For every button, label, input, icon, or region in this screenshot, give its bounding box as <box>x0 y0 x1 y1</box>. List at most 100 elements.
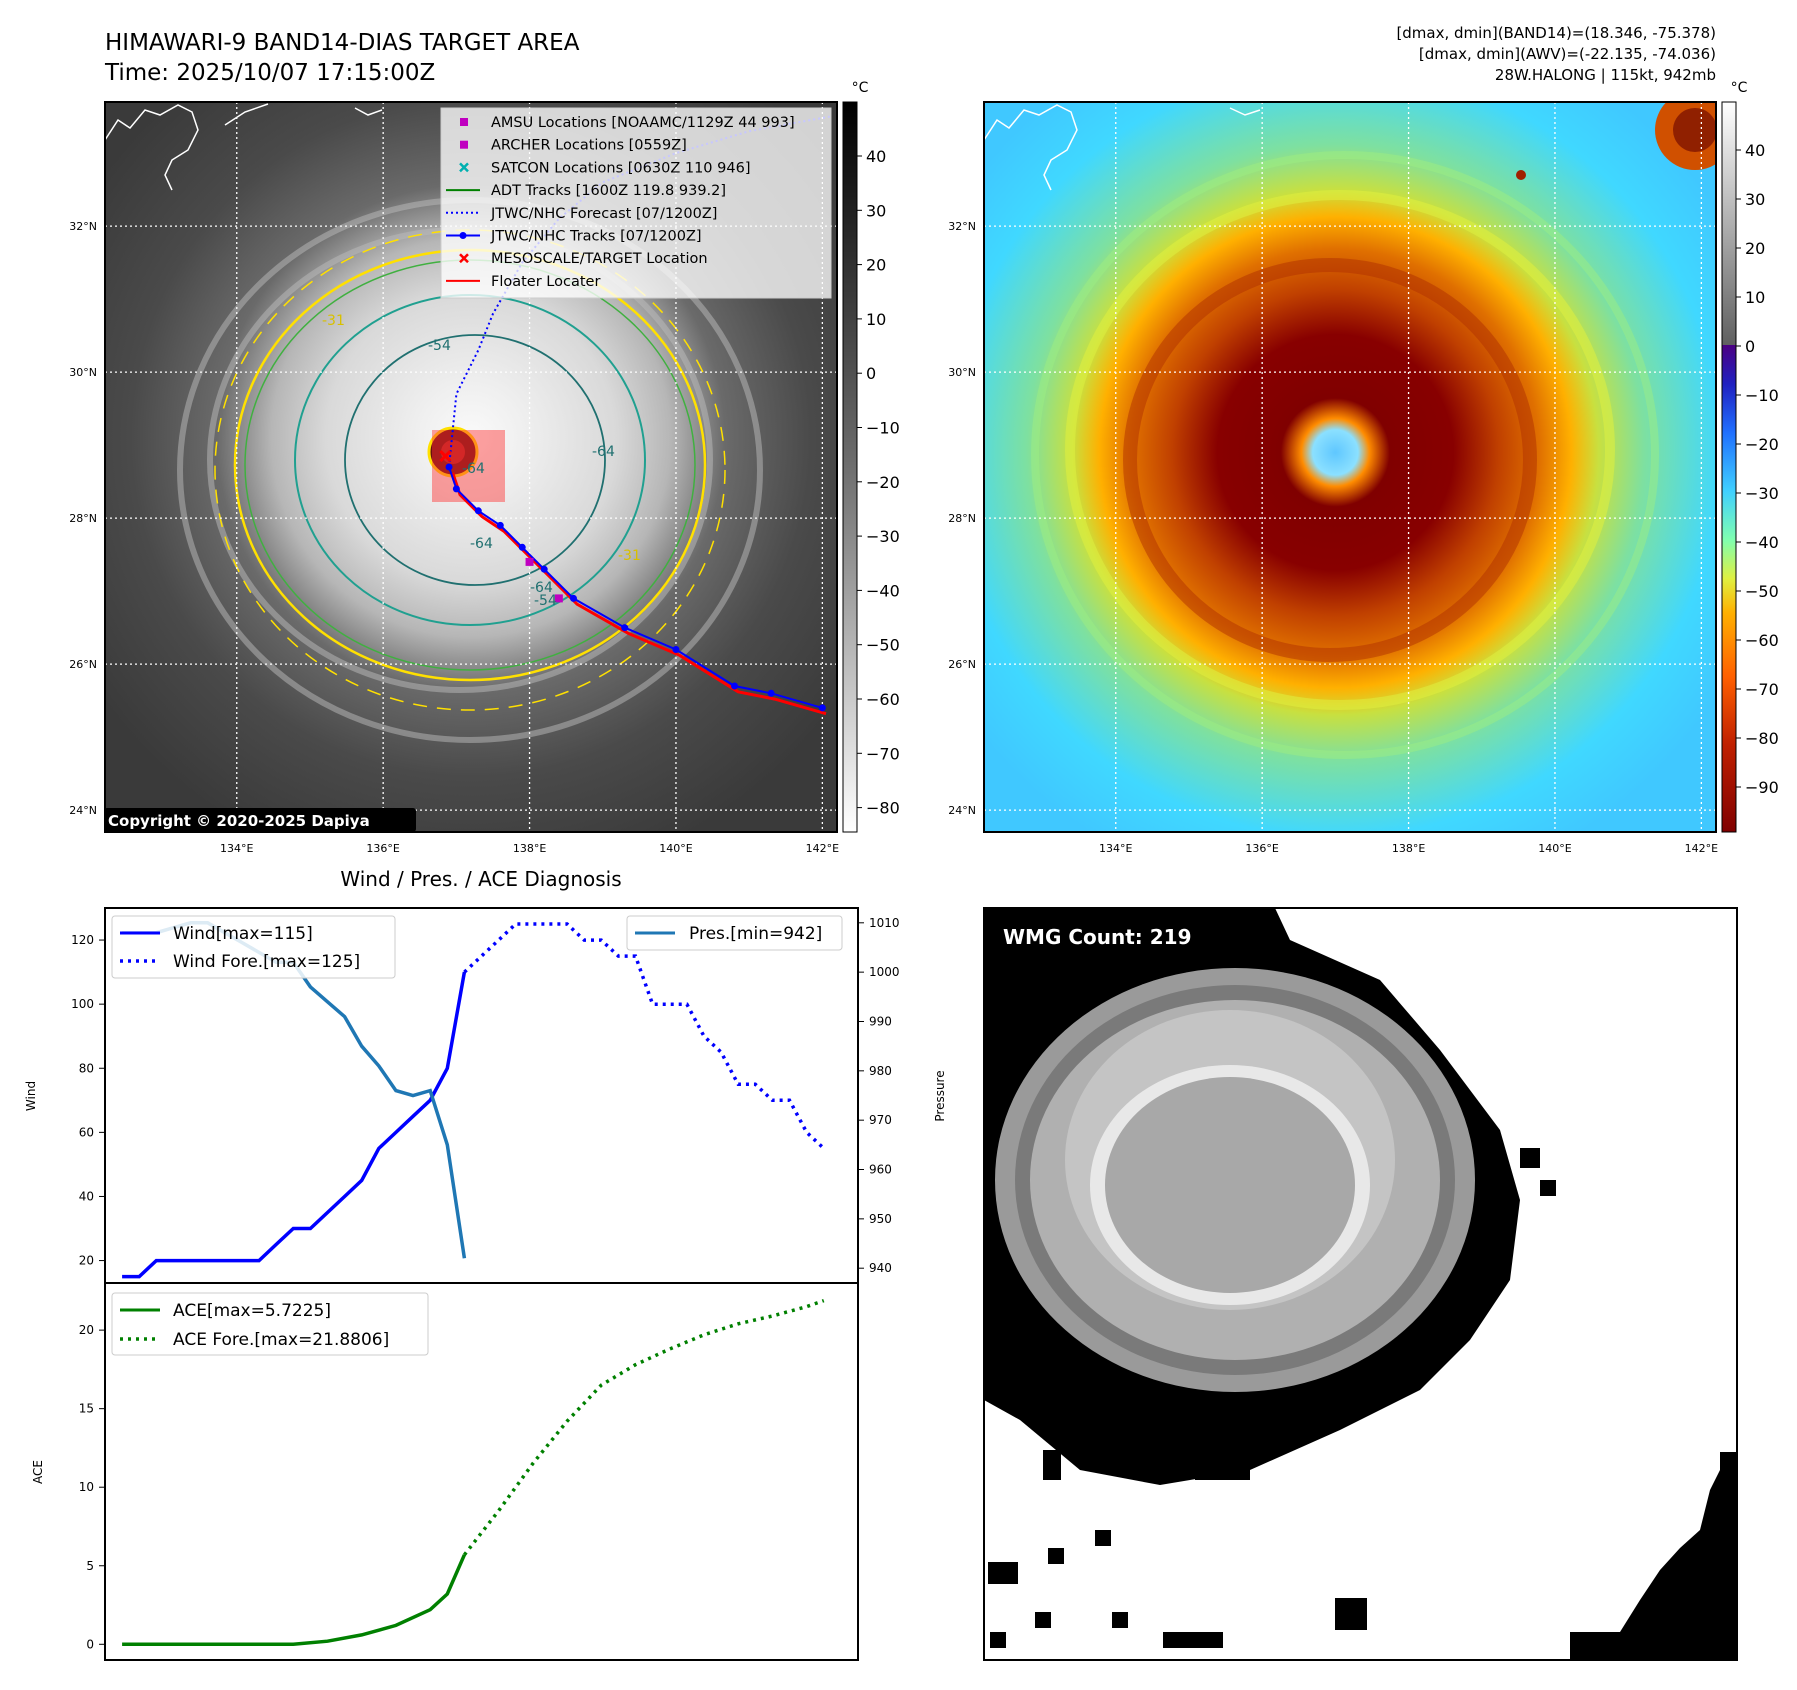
colorbar-tick-label: −80 <box>866 799 900 818</box>
ace-chart-frame <box>104 1282 859 1661</box>
lat-label: 30°N <box>948 366 976 379</box>
colorbar-tick-label: −30 <box>1745 484 1779 503</box>
track-point <box>767 689 775 697</box>
awv-coastline <box>984 104 1078 191</box>
colorbar-tick-label: 40 <box>866 147 886 166</box>
coastline-island-2 <box>354 107 383 116</box>
figure-title: HIMAWARI-9 BAND14-DIAS TARGET AREA <box>105 30 580 56</box>
colorbar-tick-label: −60 <box>1745 631 1779 650</box>
ace-tick-label: 0 <box>86 1637 94 1651</box>
colorbar-tick-label: −80 <box>1745 729 1779 748</box>
wind-legend: Wind[max=115] Wind Fore.[max=125] <box>111 915 396 979</box>
legend-pres-label: Pres.[min=942] <box>689 924 822 944</box>
lat-label: 28°N <box>948 512 976 525</box>
pressure-legend: Pres.[min=942] <box>626 915 843 951</box>
legend-box <box>440 107 832 299</box>
map-legend: AMSU Locations [NOAAMC/1129Z 44 993] ARCH… <box>440 107 832 299</box>
info-band14-range: [dmax, dmin](BAND14)=(18.346, -75.378) <box>1396 24 1716 42</box>
lat-label: 26°N <box>69 658 97 671</box>
awv-lon-labels: 134°E 136°E 138°E 140°E 142°E <box>1099 842 1718 855</box>
contour-label: -64 <box>530 580 553 596</box>
wmg-count-label: WMG Count: 219 <box>1003 925 1192 949</box>
track-point <box>621 624 629 632</box>
pressure-tick-label: 970 <box>869 1113 892 1127</box>
legend-label: JTWC/NHC Tracks [07/1200Z] <box>490 229 702 245</box>
lon-label: 140°E <box>659 842 692 855</box>
lon-label: 136°E <box>1245 842 1278 855</box>
awv-colorbar-unit: °C <box>1731 80 1748 96</box>
awv-graticule <box>984 102 1716 832</box>
colorbar-tick-label: −60 <box>866 690 900 709</box>
ace-tick-label: 10 <box>79 1480 94 1494</box>
colorbar-tick-label: 0 <box>866 364 876 383</box>
wind-legend-box <box>111 915 396 979</box>
legend-ace-label: ACE[max=5.7225] <box>173 1301 331 1321</box>
legend-label: JTWC/NHC Forecast [07/1200Z] <box>490 206 717 222</box>
awv-colorbar-upper <box>1722 102 1736 345</box>
legend-swatch-dot <box>459 232 467 239</box>
colorbar-tick-label: −10 <box>866 419 900 438</box>
lon-label: 142°E <box>1685 842 1718 855</box>
series-line <box>122 971 467 1279</box>
colorbar-tick-label: −30 <box>866 527 900 546</box>
legend-swatch-square <box>460 140 468 149</box>
colorbar-tick-label: −50 <box>866 636 900 655</box>
awv-coastline-2 <box>1229 107 1261 116</box>
pressure-tick-label: 990 <box>869 1014 892 1028</box>
target-marker <box>439 449 452 463</box>
observed-track-points <box>445 463 826 712</box>
legend-swatch-square <box>460 118 468 126</box>
colorbar-tick-label: −40 <box>1745 533 1779 552</box>
contour-label: -64 <box>462 461 485 477</box>
colorbar-tick-label: −40 <box>866 581 900 600</box>
legend-label: Floater Locater <box>491 274 600 290</box>
fix-marker-square <box>525 557 534 566</box>
ace-tick-label: 5 <box>86 1559 94 1573</box>
fix-marker-square <box>554 594 563 603</box>
lat-label: 30°N <box>69 366 97 379</box>
wind-tick-label: 60 <box>79 1125 94 1139</box>
ace-tick-label: 15 <box>79 1402 94 1416</box>
colorbar-tick-label: 20 <box>866 256 886 275</box>
awv-bands <box>1031 151 1659 759</box>
copyright-text: Copyright © 2020-2025 Dapiya <box>108 812 370 830</box>
colorbar-tick-label: −10 <box>1745 386 1779 405</box>
lat-label: 24°N <box>69 804 97 817</box>
track-point <box>731 682 739 690</box>
colorbar-tick-label: 30 <box>1745 190 1765 209</box>
legend-label: AMSU Locations [NOAAMC/1129Z 44 993] <box>491 115 795 131</box>
lon-label: 134°E <box>220 842 253 855</box>
floater-box <box>432 430 505 502</box>
awv-background <box>984 102 1716 832</box>
info-storm: 28W.HALONG | 115kt, 942mb <box>1495 66 1716 84</box>
colorbar-tick-label: 20 <box>1745 239 1765 258</box>
wind-axis-ticks: 20 40 60 80 100 120 <box>71 933 105 1268</box>
colorbar-tick-label: 10 <box>866 310 886 329</box>
wmg-image <box>984 908 1737 1660</box>
wind-tick-label: 120 <box>71 933 94 947</box>
wind-tick-label: 40 <box>79 1189 94 1203</box>
contour-label: -64 <box>592 444 615 460</box>
contour-label: -31 <box>322 313 345 329</box>
awv-map-frame <box>983 101 1717 833</box>
wind-tick-label: 100 <box>71 997 94 1011</box>
ir-colorbar-ticks: 40 30 20 10 0 −10 −20 −30 −40 −50 −60 −70 −80 <box>857 147 900 818</box>
coastline-island <box>224 103 269 126</box>
awv-colorbar-ticks: 40 30 20 10 0 −10 −20 −30 −40 −50 −60 −70 −80 −90 <box>1736 141 1779 797</box>
legend-swatch-x <box>459 162 469 173</box>
colorbar-tick-label: 40 <box>1745 141 1765 160</box>
legend-windfore-label: Wind Fore.[max=125] <box>173 952 360 972</box>
lon-label: 138°E <box>1392 842 1425 855</box>
lat-label: 24°N <box>948 804 976 817</box>
lat-label: 28°N <box>69 512 97 525</box>
pressure-tick-label: 960 <box>869 1163 892 1177</box>
ace-legend-box <box>111 1292 429 1356</box>
ace-series-line <box>122 1554 467 1647</box>
ir-map-panel: -31-54-64-64-64-64-54-31 32°N30°N28°N26°… <box>69 80 900 855</box>
figure-time: Time: 2025/10/07 17:15:00Z <box>104 60 435 86</box>
colorbar-tick-label: −50 <box>1745 582 1779 601</box>
diagnosis-title: Wind / Pres. / ACE Diagnosis <box>340 867 621 891</box>
contour-label: -31 <box>618 548 641 564</box>
legend-label: MESOSCALE/TARGET Location <box>491 251 708 267</box>
